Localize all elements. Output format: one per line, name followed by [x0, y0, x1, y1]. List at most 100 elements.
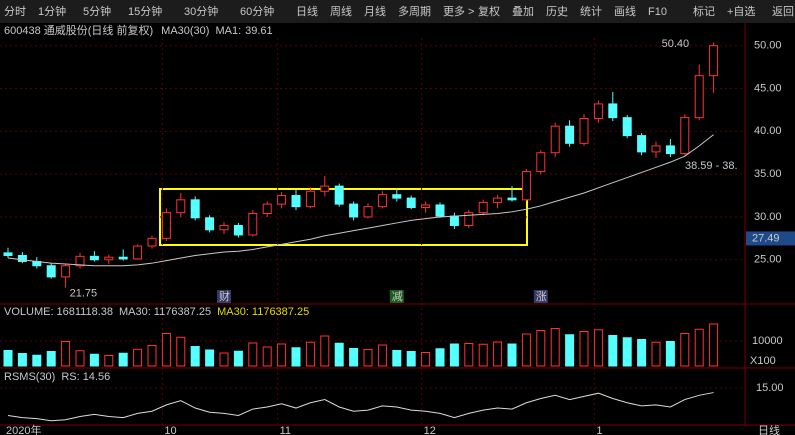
volume-bar	[205, 349, 215, 367]
volume-unit: X100	[750, 355, 776, 367]
ma-line	[7, 134, 714, 267]
toolbar-item[interactable]: 标记	[693, 4, 715, 18]
toolbar-item[interactable]: 60分钟	[240, 4, 274, 18]
candle-body	[536, 152, 546, 173]
x-tick-label: 1	[596, 425, 602, 435]
chart-header: 600438 通威股份(日线 前复权) MA30(30) MA1: 39.61	[4, 23, 273, 37]
toolbar-item[interactable]: 复权	[478, 4, 500, 18]
volume-bar	[709, 323, 719, 367]
volume-bar	[392, 350, 402, 367]
volume-reading: 1681118.38	[57, 306, 113, 318]
candle-body	[133, 245, 143, 260]
toolbar-item[interactable]: 更多 >	[443, 4, 474, 18]
y-tick-label: 40.00	[754, 125, 782, 137]
candle-body	[709, 45, 719, 77]
volume-bar	[377, 344, 387, 367]
toolbar-item[interactable]: 统计	[580, 5, 602, 18]
toolbar-item[interactable]: F10	[648, 6, 667, 18]
volume-bar	[305, 341, 315, 367]
toolbar-item[interactable]: 分时	[4, 5, 26, 18]
volume-bar	[435, 348, 445, 367]
candle-body	[205, 217, 215, 231]
candle-body	[334, 185, 344, 205]
volume-bar	[406, 351, 416, 367]
volume-bar	[665, 341, 675, 367]
toolbar-item[interactable]: 多周期	[398, 4, 431, 18]
toolbar-item[interactable]: 周线	[330, 4, 352, 18]
candle-body	[392, 194, 402, 199]
volume-bar	[262, 346, 272, 367]
toolbar-item[interactable]: 1分钟	[38, 4, 66, 18]
rs-title: RSMS(30)	[4, 371, 55, 383]
volume-bar	[75, 350, 85, 367]
toolbar-item[interactable]: 5分钟	[83, 4, 111, 18]
volume-bar	[550, 328, 560, 367]
rs-name: RS:	[61, 371, 79, 383]
event-bg	[217, 290, 231, 303]
candle-body	[593, 103, 603, 119]
volume-bar	[17, 353, 27, 367]
volume-bar	[190, 346, 200, 367]
title: 600438 通威股份(日线 前复权)	[4, 23, 153, 37]
event-bg	[389, 290, 404, 303]
toolbar-item[interactable]: +自选	[727, 5, 755, 18]
toolbar-item[interactable]: 画线	[614, 4, 636, 18]
volume-bar	[363, 349, 373, 367]
candle-body	[147, 237, 157, 247]
y-tick-label: 35.00	[754, 168, 782, 180]
toolbar-item[interactable]: 历史	[546, 5, 568, 18]
candle-body	[305, 190, 315, 208]
toolbar-item[interactable]: 叠加	[512, 5, 534, 18]
toolbar-item[interactable]: 月线	[364, 4, 386, 18]
rs-header: RSMS(30) RS: 14.56	[4, 371, 110, 383]
candle-body	[262, 203, 272, 215]
candle-body	[406, 197, 416, 209]
volume-bar	[161, 333, 171, 367]
volume-bar	[147, 345, 157, 367]
candle-body	[118, 256, 128, 260]
volume-bar	[464, 343, 474, 367]
candle-body	[3, 252, 13, 256]
candle-body	[579, 117, 589, 144]
volume-bar	[118, 352, 128, 367]
price-tag: 27.49	[752, 232, 780, 244]
volume-bar	[536, 330, 546, 367]
candle-body	[161, 212, 171, 239]
volume-title: VOLUME:	[4, 306, 54, 318]
volume-bar	[3, 350, 13, 367]
candle-body	[233, 225, 243, 236]
candle-body	[248, 213, 258, 236]
candle-body	[608, 103, 618, 119]
volume-bar	[579, 331, 589, 367]
y-tick-label: 45.00	[754, 82, 782, 94]
toolbar-item[interactable]: 返回	[772, 5, 794, 18]
candle-body	[377, 194, 387, 208]
toolbar-item[interactable]: 30分钟	[184, 4, 218, 18]
low-label: 21.75	[70, 287, 98, 299]
candle-body	[550, 125, 560, 154]
candle-body	[421, 204, 431, 209]
event-label: 涨	[536, 290, 547, 303]
candle-body	[521, 171, 531, 201]
candle-body	[622, 117, 632, 137]
candle-body	[435, 204, 445, 217]
toolbar-item[interactable]: 日线	[296, 4, 318, 18]
candle-body	[493, 197, 503, 203]
event-bg	[533, 290, 548, 303]
candle-body	[349, 203, 359, 218]
candle-body	[449, 215, 459, 227]
rs-reading: 14.56	[83, 371, 111, 383]
y-tick-label: 25.00	[754, 254, 782, 266]
volume-bar	[334, 342, 344, 367]
volume-bar	[694, 328, 704, 367]
ma-value: 39.61	[245, 25, 273, 37]
x-tick-label: 2020年	[6, 423, 41, 435]
volume-bar	[593, 329, 603, 367]
volume-ma-reading: 1176387.25	[154, 306, 211, 318]
x-tick-label: 10	[164, 425, 176, 435]
volume-bar	[277, 343, 287, 367]
toolbar	[0, 0, 795, 23]
y-tick-label: 15.00	[756, 382, 784, 394]
toolbar-item[interactable]: 15分钟	[128, 4, 162, 18]
